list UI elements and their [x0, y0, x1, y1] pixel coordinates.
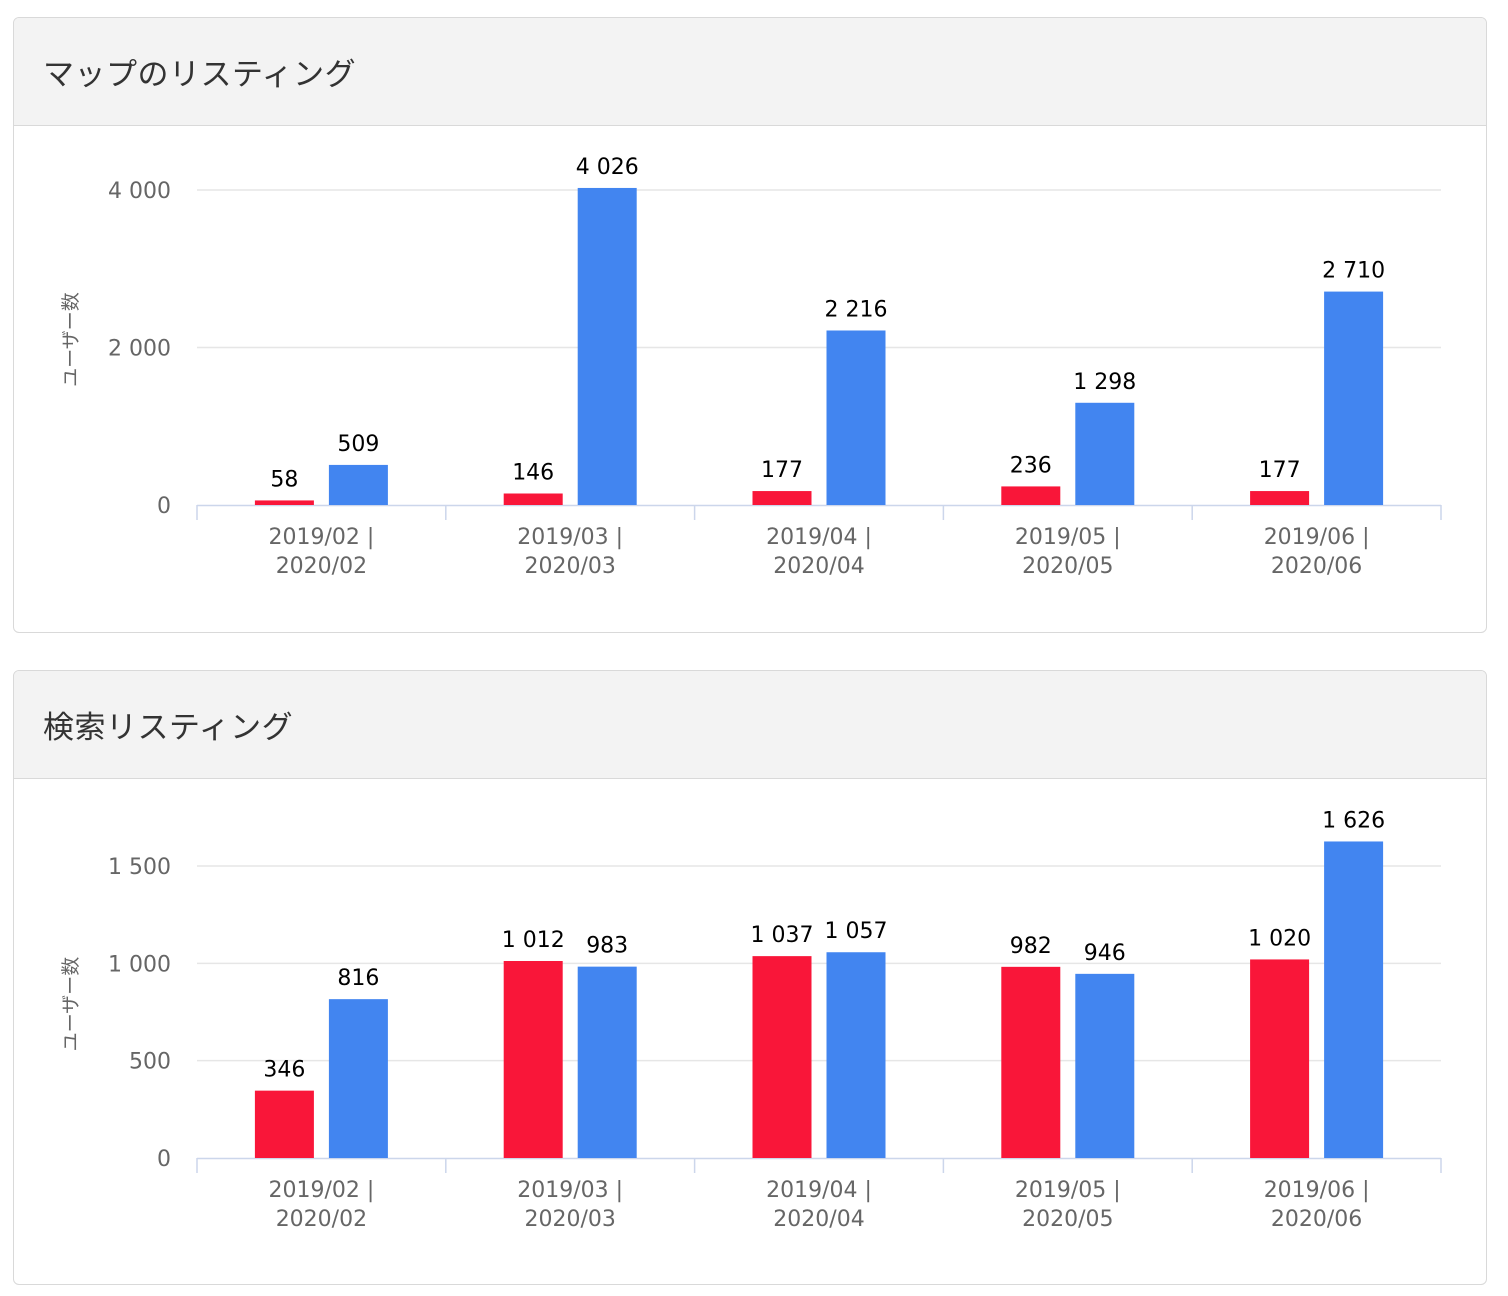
x-tick-label: 2019/03 | [517, 525, 623, 550]
bar-2020[interactable] [577, 966, 637, 1158]
bar-2019[interactable] [752, 491, 812, 505]
data-label: 4 026 [576, 155, 639, 180]
y-tick-label: 500 [129, 1050, 171, 1075]
bar-2020[interactable] [1324, 291, 1384, 505]
data-label: 1 057 [825, 919, 888, 944]
x-tick-label: 2020/05 [1022, 554, 1113, 579]
x-tick-label: 2020/06 [1271, 554, 1362, 579]
data-label: 509 [337, 432, 379, 457]
y-tick-label: 0 [157, 1147, 171, 1172]
bar-2020[interactable] [826, 952, 886, 1158]
map-listing-panel: マップのリスティング 0 2 000 4 000 ユーザー数 58 509 2019/02 … [13, 17, 1487, 633]
x-tick-label: 2020/04 [773, 1207, 864, 1232]
bar-2019[interactable] [752, 956, 812, 1158]
x-tick-label: 2020/02 [276, 1207, 367, 1232]
data-label: 146 [512, 461, 554, 486]
x-tick-label: 2020/03 [524, 554, 615, 579]
data-label: 1 012 [502, 928, 565, 953]
x-tick-label: 2020/03 [524, 1207, 615, 1232]
data-label: 1 626 [1322, 808, 1385, 833]
y-tick-label: 0 [157, 494, 171, 519]
x-tick-label: 2019/06 | [1264, 525, 1370, 550]
data-label: 946 [1084, 941, 1126, 966]
x-tick-label: 2019/02 | [268, 1178, 374, 1203]
x-tick-label: 2019/02 | [268, 525, 374, 550]
data-label: 236 [1010, 453, 1052, 478]
bar-2019[interactable] [503, 493, 563, 505]
y-tick-label: 1 000 [108, 952, 171, 977]
bar-2020[interactable] [1075, 402, 1135, 505]
data-label: 58 [270, 467, 298, 492]
y-tick-label: 4 000 [108, 179, 171, 204]
bar-2020[interactable] [1324, 841, 1384, 1158]
y-tick-label: 2 000 [108, 337, 171, 362]
map-listing-chart: 0 2 000 4 000 ユーザー数 58 509 2019/02 | 2020/02 146… [60, 155, 1442, 579]
data-label: 1 020 [1248, 926, 1311, 951]
x-tick-label: 2019/04 | [766, 525, 872, 550]
data-label: 1 037 [751, 923, 814, 948]
y-axis-title: ユーザー数 [60, 957, 82, 1052]
x-tick-label: 2019/05 | [1015, 1178, 1121, 1203]
x-tick-label: 2019/06 | [1264, 1178, 1370, 1203]
bar-2019[interactable] [1001, 966, 1061, 1158]
data-label: 983 [586, 934, 628, 959]
bar-2019[interactable] [1250, 959, 1310, 1158]
x-tick-label: 2020/02 [276, 554, 367, 579]
bar-2020[interactable] [577, 187, 637, 505]
bar-2019[interactable] [254, 1090, 314, 1158]
bar-2019[interactable] [254, 500, 314, 505]
data-label: 982 [1010, 934, 1052, 959]
bar-2020[interactable] [826, 330, 886, 505]
data-label: 2 216 [825, 297, 888, 322]
data-label: 346 [263, 1058, 305, 1083]
x-tick-label: 2020/05 [1022, 1207, 1113, 1232]
data-label: 177 [761, 458, 803, 483]
panel-header: 検索リスティング [14, 671, 1486, 779]
search-listing-panel: 検索リスティング 0 500 1 000 1 500 ユーザー数 346 816 2019/0… [13, 670, 1487, 1285]
bar-2019[interactable] [1001, 486, 1061, 505]
data-label: 1 298 [1073, 370, 1136, 395]
bar-2020[interactable] [328, 999, 388, 1158]
panel-title: 検索リスティング [43, 710, 294, 746]
x-tick-label: 2019/05 | [1015, 525, 1121, 550]
bar-2020[interactable] [1075, 973, 1135, 1158]
x-tick-label: 2019/04 | [766, 1178, 872, 1203]
bar-2019[interactable] [503, 960, 563, 1158]
y-axis-title: ユーザー数 [60, 292, 82, 387]
search-listing-chart: 0 500 1 000 1 500 ユーザー数 346 816 2019/02 | 2020/0… [60, 808, 1442, 1232]
y-tick-label: 1 500 [108, 855, 171, 880]
bar-2020[interactable] [328, 464, 388, 505]
panel-title: マップのリスティング [43, 57, 357, 93]
x-tick-label: 2020/04 [773, 554, 864, 579]
x-tick-label: 2020/06 [1271, 1207, 1362, 1232]
data-label: 816 [337, 966, 379, 991]
x-tick-label: 2019/03 | [517, 1178, 623, 1203]
data-label: 177 [1259, 458, 1301, 483]
bar-2019[interactable] [1250, 491, 1310, 505]
panel-header: マップのリスティング [14, 18, 1486, 126]
data-label: 2 710 [1322, 259, 1385, 284]
